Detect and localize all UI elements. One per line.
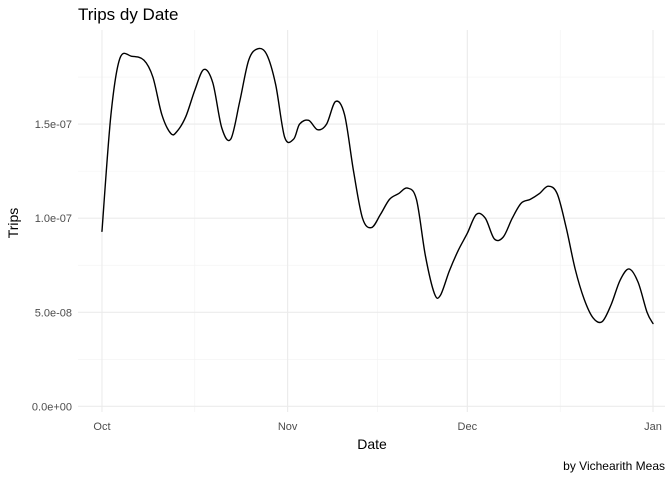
series-layer [101,47,654,325]
y-axis-ticks: 0.0e+00 5.0e-08 1.0e-07 1.5e-07 [32,119,72,413]
grid [78,30,665,412]
y-axis-title: Trips [5,208,21,239]
chart-caption: by Vichearith Meas [563,459,665,473]
x-tick-label: Jan [644,421,662,433]
x-axis-ticks: Oct Nov Dec Jan [93,421,661,433]
x-tick-label: Dec [458,421,478,433]
series-line-trips [101,47,654,325]
y-tick-label: 5.0e-08 [35,307,72,319]
x-axis-title: Date [357,436,387,452]
x-tick-label: Nov [278,421,298,433]
y-tick-label: 1.0e-07 [35,213,72,225]
chart-title: Trips dy Date [78,5,178,24]
y-tick-label: 0.0e+00 [32,401,72,413]
y-tick-label: 1.5e-07 [35,119,72,131]
x-tick-label: Oct [93,421,110,433]
